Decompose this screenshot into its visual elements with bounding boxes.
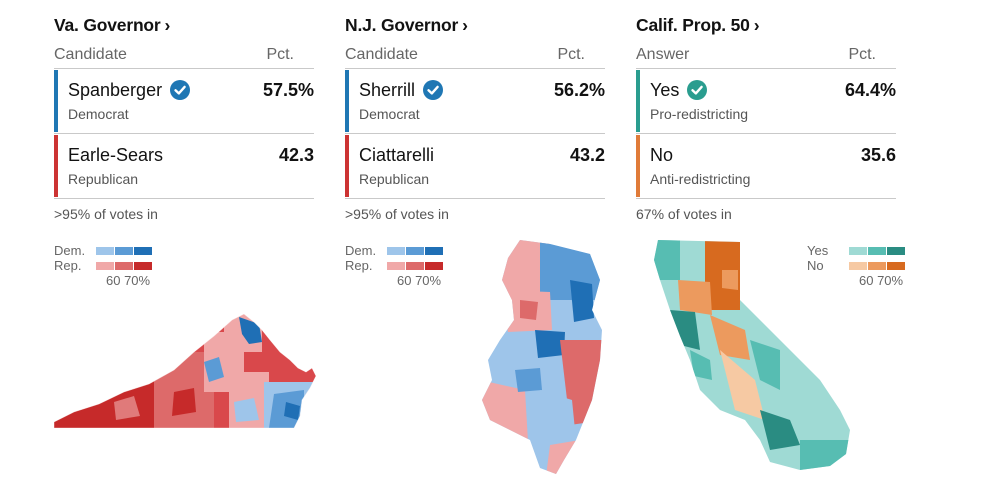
legend-ticks: 60 70% (397, 273, 442, 288)
chevron-right-icon: › (462, 15, 468, 35)
col-pct: Pct. (557, 46, 585, 63)
party-color-bar (54, 70, 58, 132)
legend-label: Rep. (54, 258, 82, 273)
candidate-name: Earle-Sears (68, 145, 164, 165)
col-candidate: Answer (636, 46, 690, 63)
candidate-name: Sherrill (359, 80, 416, 100)
map-legend: Dem. Rep. 60 70% (345, 243, 444, 289)
vote-pct: 56.2% (553, 80, 605, 100)
legend-swatch (406, 261, 424, 270)
candidate-row: Ciattarelli Republican 43.2 (345, 134, 605, 199)
answer-name: Yes (650, 80, 680, 100)
legend-label: Dem. (54, 243, 86, 258)
race-va-governor: Va. Governor › Candidate Pct. Spanberger … (54, 14, 314, 222)
legend-ticks: 60 70% (859, 273, 904, 288)
virginia-map[interactable] (54, 312, 316, 430)
legend-swatch (387, 246, 405, 255)
legend-swatch (887, 246, 905, 255)
race-title: N.J. Governor (345, 15, 459, 35)
col-pct: Pct. (266, 46, 294, 63)
legend-swatch (387, 261, 405, 270)
legend-swatch (96, 261, 114, 270)
answer-color-bar (636, 70, 640, 132)
party-color-bar (54, 135, 58, 197)
race-title: Calif. Prop. 50 (636, 15, 750, 35)
candidate-name: Spanberger (68, 80, 163, 100)
map-legend: Yes No 60 70% (807, 243, 906, 289)
party-color-bar (345, 135, 349, 197)
candidate-name: Ciattarelli (359, 145, 435, 165)
col-candidate: Candidate (345, 46, 418, 63)
legend-swatch (868, 246, 886, 255)
col-pct: Pct. (848, 46, 876, 63)
answer-name: No (650, 145, 674, 165)
results-header: Answer Pct. (636, 44, 896, 69)
votes-in-note: >95% of votes in (54, 206, 158, 222)
answer-row: No Anti-redistricting 35.6 (636, 134, 896, 199)
legend-swatch (887, 261, 905, 270)
legend-ticks: 60 70% (106, 273, 151, 288)
california-map[interactable] (650, 240, 855, 476)
col-candidate: Candidate (54, 46, 127, 63)
answer-description: Pro-redistricting (650, 106, 749, 122)
race-title-link[interactable]: Va. Governor › (54, 14, 314, 36)
vote-pct: 43.2 (569, 145, 605, 165)
candidate-row: Sherrill Democrat 56.2% (345, 69, 605, 134)
results-header: Candidate Pct. (345, 44, 605, 69)
answer-color-bar (636, 135, 640, 197)
legend-swatch (134, 246, 152, 255)
candidate-row: Spanberger Democrat 57.5% (54, 69, 314, 134)
votes-in-note: 67% of votes in (636, 206, 732, 222)
race-title: Va. Governor (54, 15, 161, 35)
legend-swatch (425, 246, 443, 255)
legend-swatch (849, 246, 867, 255)
chevron-right-icon: › (164, 15, 171, 35)
vote-pct: 35.6 (860, 145, 896, 165)
results-header: Candidate Pct. (54, 44, 314, 69)
legend-swatch (134, 261, 152, 270)
winner-check-icon (423, 80, 444, 100)
legend-swatch (115, 246, 133, 255)
answer-row: Yes Pro-redistricting 64.4% (636, 69, 896, 134)
votes-in-note: >95% of votes in (345, 206, 449, 222)
legend-label: No (807, 258, 824, 273)
winner-check-icon (687, 80, 708, 100)
legend-label: Rep. (345, 258, 373, 273)
party-label: Republican (68, 171, 139, 187)
map-legend: Dem. Rep. 60 70% (54, 243, 153, 289)
party-label: Democrat (68, 106, 129, 122)
legend-swatch (406, 246, 424, 255)
vote-pct: 64.4% (844, 80, 896, 100)
winner-check-icon (170, 80, 191, 100)
race-title-link[interactable]: Calif. Prop. 50 › (636, 14, 896, 36)
vote-pct: 42.3 (278, 145, 314, 165)
party-label: Democrat (359, 106, 420, 122)
party-color-bar (345, 70, 349, 132)
legend-label: Dem. (345, 243, 377, 258)
legend-label: Yes (807, 243, 829, 258)
vote-pct: 57.5% (262, 80, 314, 100)
new-jersey-map[interactable] (480, 240, 605, 476)
party-label: Republican (359, 171, 430, 187)
answer-description: Anti-redistricting (650, 171, 751, 187)
legend-swatch (868, 261, 886, 270)
chevron-right-icon: › (753, 15, 760, 35)
legend-swatch (96, 246, 114, 255)
legend-swatch (849, 261, 867, 270)
legend-swatch (115, 261, 133, 270)
race-title-link[interactable]: N.J. Governor › (345, 14, 605, 36)
race-nj-governor: N.J. Governor › Candidate Pct. Sherrill D… (345, 14, 605, 222)
race-calif-prop-50: Calif. Prop. 50 › Answer Pct. Yes Pro-red… (636, 14, 896, 222)
legend-swatch (425, 261, 443, 270)
candidate-row: Earle-Sears Republican 42.3 (54, 134, 314, 199)
